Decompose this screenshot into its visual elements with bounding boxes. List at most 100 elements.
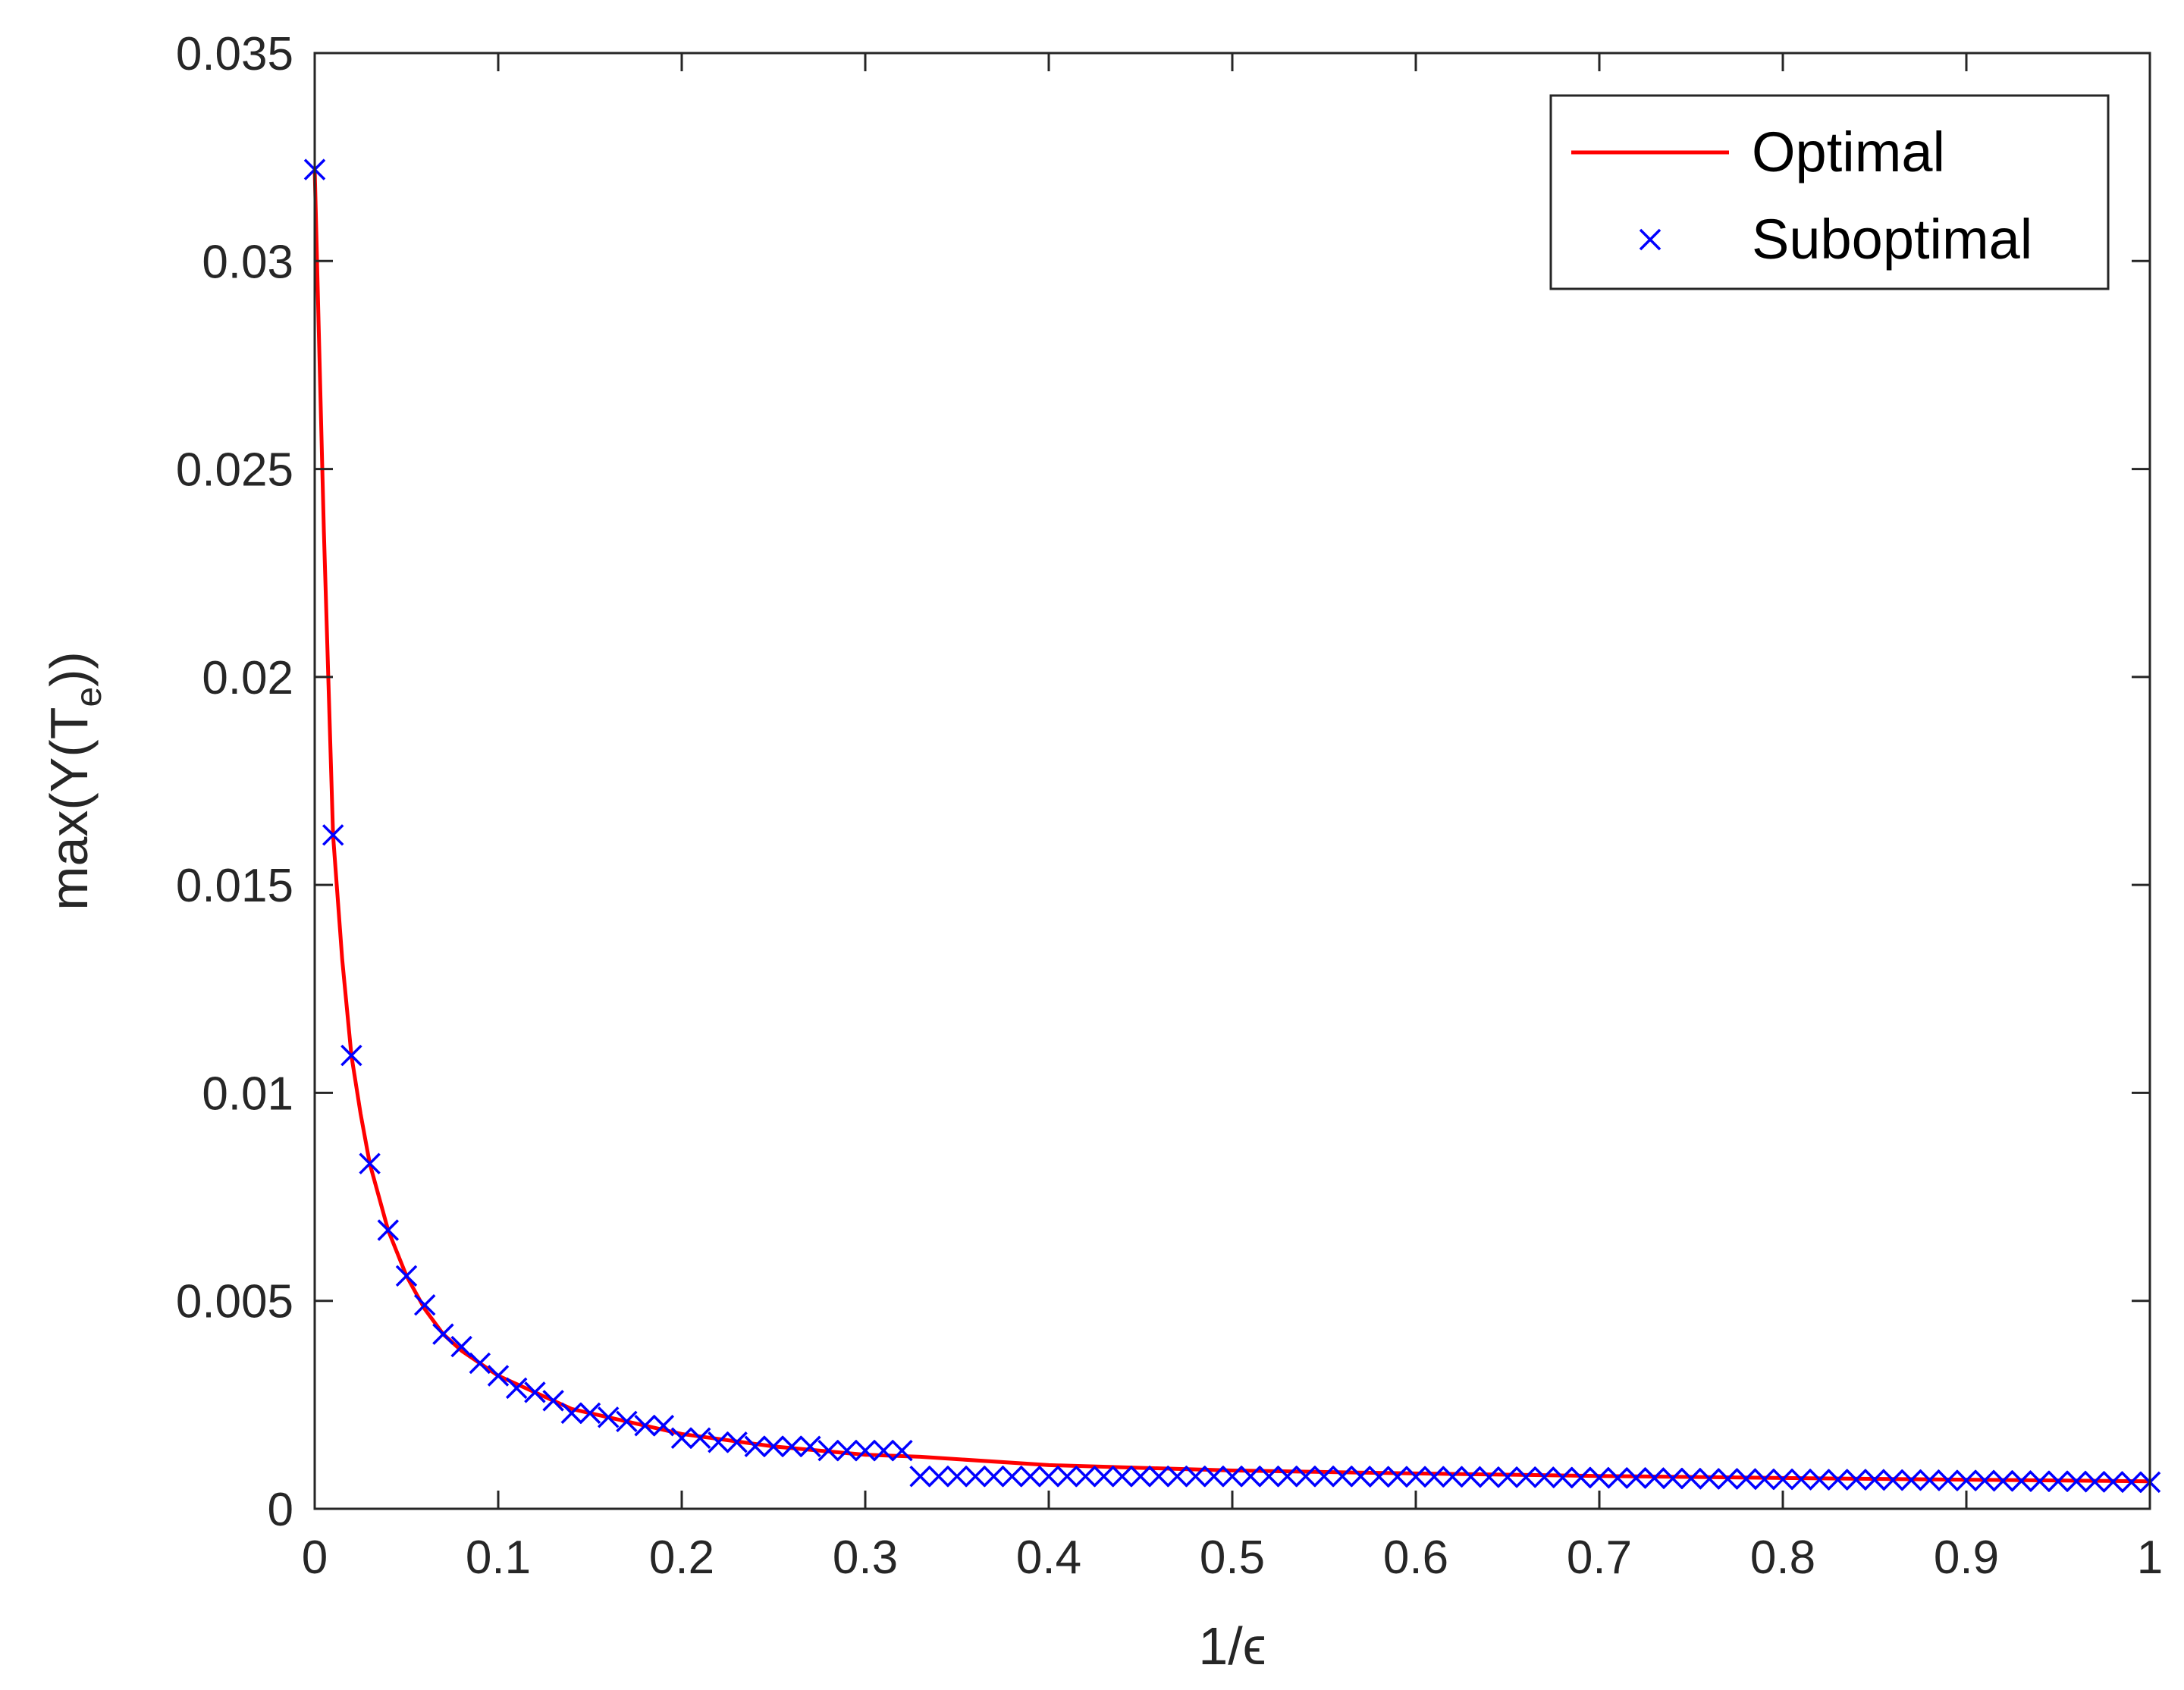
x-tick-label: 0.3 xyxy=(833,1532,898,1584)
legend-label-suboptimal: Suboptimal xyxy=(1752,208,2032,271)
series-suboptimal-marker xyxy=(1680,1467,1702,1490)
series-suboptimal-marker xyxy=(1662,1467,1684,1490)
x-tick-label: 1 xyxy=(2137,1532,2163,1584)
series-suboptimal-marker xyxy=(780,1435,803,1457)
series-suboptimal-marker xyxy=(1460,1466,1482,1488)
series-suboptimal-marker xyxy=(1203,1465,1225,1488)
series-suboptimal-marker xyxy=(1973,1469,1996,1491)
legend-x-marker xyxy=(1639,228,1662,251)
series-suboptimal-marker xyxy=(1185,1465,1207,1488)
series-suboptimal-marker xyxy=(359,1152,381,1174)
series-suboptimal-marker xyxy=(505,1377,528,1400)
series-suboptimal-marker xyxy=(670,1427,693,1449)
series-suboptimal-marker xyxy=(1019,1465,1042,1488)
series-suboptimal-marker xyxy=(542,1390,564,1412)
series-suboptimal-marker xyxy=(1075,1465,1097,1488)
x-tick-label: 0.2 xyxy=(649,1532,714,1584)
series-suboptimal-marker xyxy=(1404,1466,1427,1488)
series-suboptimal-marker xyxy=(2029,1470,2051,1493)
series-suboptimal-marker xyxy=(854,1439,877,1462)
series-suboptimal-marker xyxy=(1313,1465,1335,1488)
y-tick-label: 0.005 xyxy=(176,1276,293,1328)
series-suboptimal-marker xyxy=(616,1410,638,1433)
series-suboptimal-marker xyxy=(909,1465,931,1488)
series-suboptimal-marker xyxy=(708,1431,730,1453)
series-suboptimal-marker xyxy=(744,1435,767,1457)
series-suboptimal-marker xyxy=(891,1439,913,1462)
series-suboptimal-marker xyxy=(1881,1469,1904,1491)
series-suboptimal-marker xyxy=(395,1265,418,1287)
x-tick-label: 0.4 xyxy=(1016,1532,1081,1584)
series-suboptimal-marker xyxy=(1606,1467,1629,1489)
series-suboptimal-marker xyxy=(634,1415,656,1437)
series-suboptimal-marker xyxy=(1514,1466,1537,1488)
series-suboptimal-marker xyxy=(1790,1468,1812,1491)
series-suboptimal-marker xyxy=(872,1439,895,1462)
y-tick-label: 0 xyxy=(268,1484,293,1536)
series-suboptimal-marker xyxy=(836,1439,858,1462)
series-suboptimal-marker xyxy=(1056,1465,1078,1488)
legend: Optimal Suboptimal xyxy=(1549,94,2110,290)
series-suboptimal-marker xyxy=(1827,1469,1849,1491)
series-suboptimal-marker xyxy=(524,1381,546,1403)
series-suboptimal-marker xyxy=(322,824,344,846)
series-suboptimal-marker xyxy=(946,1465,968,1488)
series-suboptimal-marker xyxy=(1588,1466,1611,1489)
x-tick-label: 0.6 xyxy=(1383,1532,1448,1584)
x-tick-label: 0.7 xyxy=(1567,1532,1632,1584)
series-suboptimal-marker xyxy=(1735,1468,1757,1490)
series-suboptimal-marker xyxy=(1111,1465,1134,1488)
series-suboptimal-marker xyxy=(1147,1465,1170,1488)
y-axis-label-main: max(Y(T xyxy=(39,707,99,911)
series-suboptimal-marker xyxy=(1294,1465,1317,1488)
series-suboptimal-marker xyxy=(2084,1471,2106,1493)
y-axis-label-subscript: e xyxy=(69,687,109,707)
series-suboptimal-marker xyxy=(432,1323,454,1345)
series-suboptimal-marker xyxy=(1239,1465,1262,1488)
series-suboptimal-marker xyxy=(1093,1465,1115,1488)
series-suboptimal-marker xyxy=(2120,1471,2143,1494)
series-suboptimal-marker xyxy=(1919,1469,1941,1491)
series-suboptimal-marker xyxy=(1478,1466,1501,1488)
series-suboptimal-marker xyxy=(799,1435,821,1457)
series-suboptimal-marker xyxy=(1992,1470,2014,1492)
series-suboptimal-marker xyxy=(964,1465,987,1488)
series-suboptimal-marker xyxy=(1496,1466,1519,1488)
series-suboptimal-marker xyxy=(927,1465,950,1488)
y-tick-label: 0.02 xyxy=(202,652,293,704)
series-suboptimal-marker xyxy=(1129,1465,1152,1488)
series-suboptimal-marker xyxy=(1809,1469,1831,1491)
y-tick-label: 0.035 xyxy=(176,28,293,80)
series-suboptimal-marker xyxy=(1753,1468,1776,1491)
series-suboptimal-marker xyxy=(1937,1469,1960,1491)
series-suboptimal-marker xyxy=(413,1293,436,1316)
x-tick-label: 0.1 xyxy=(466,1532,531,1584)
y-tick-label: 0.025 xyxy=(176,444,293,497)
series-suboptimal-marker xyxy=(579,1402,601,1425)
series-suboptimal-marker xyxy=(1845,1469,1868,1491)
series-suboptimal-marker xyxy=(2065,1470,2088,1493)
y-tick-label: 0.01 xyxy=(202,1068,293,1120)
series-suboptimal-marker xyxy=(450,1335,472,1358)
series-suboptimal-marker xyxy=(1863,1469,1886,1491)
series-suboptimal-marker xyxy=(2010,1470,2032,1492)
series-suboptimal-marker xyxy=(762,1435,785,1457)
series-suboptimal-marker xyxy=(689,1427,711,1449)
y-tick-label: 0.03 xyxy=(202,236,293,288)
x-tick-label: 0 xyxy=(302,1532,328,1584)
legend-marker-suboptimal xyxy=(1639,228,1662,251)
series-suboptimal-marker xyxy=(1643,1467,1665,1489)
series-suboptimal-marker xyxy=(1276,1465,1298,1488)
series-suboptimal-marker xyxy=(1533,1466,1555,1488)
series-suboptimal-marker xyxy=(817,1439,839,1462)
series-suboptimal-marker xyxy=(726,1431,748,1453)
series-suboptimal-marker xyxy=(1350,1465,1372,1488)
series-suboptimal-marker xyxy=(469,1352,491,1375)
series-suboptimal-marker xyxy=(1001,1465,1023,1488)
series-suboptimal-marker xyxy=(2047,1470,2069,1493)
y-axis-label: max(Y(Te)) xyxy=(39,651,109,911)
series-suboptimal-marker xyxy=(1717,1468,1739,1490)
series-suboptimal-marker xyxy=(652,1415,675,1437)
x-tick-label: 0.9 xyxy=(1934,1532,1999,1584)
